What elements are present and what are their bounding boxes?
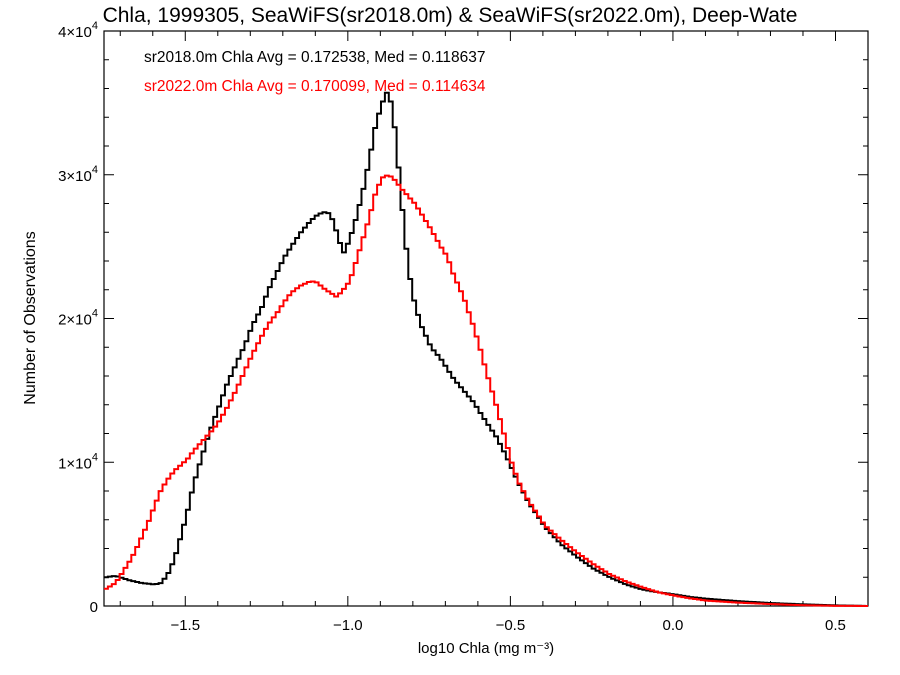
y-axis-label: Number of Observations — [22, 231, 39, 404]
y-tick-label: 2×104 — [58, 308, 98, 329]
y-tick-exponent: 4 — [92, 308, 98, 320]
x-tick-label: 0.5 — [825, 617, 846, 634]
x-tick-label: −1.5 — [170, 617, 200, 634]
x-tick-label: −1.0 — [333, 617, 363, 634]
y-tick-label: 4×104 — [58, 20, 98, 41]
y-tick-label: 0 — [90, 599, 98, 616]
y-tick-exponent: 4 — [92, 164, 98, 176]
chart-title: Chla, 1999305, SeaWiFS(sr2018.0m) & SeaW… — [103, 4, 798, 27]
y-tick-exponent: 4 — [92, 451, 98, 463]
y-axis: 0 1×104 2×104 3×104 4×104 — [58, 20, 868, 616]
stats-line-sr2018: sr2018.0m Chla Avg = 0.172538, Med = 0.1… — [144, 49, 486, 66]
stats-line-sr2022: sr2022.0m Chla Avg = 0.170099, Med = 0.1… — [144, 78, 486, 95]
x-tick-label: −0.5 — [496, 617, 526, 634]
y-tick-exponent: 4 — [92, 20, 98, 32]
plot-frame — [103, 30, 869, 607]
series-line-1 — [104, 174, 868, 607]
x-axis: −1.5 −1.0 −0.5 0.0 0.5 — [119, 31, 869, 634]
x-axis-label: log10 Chla (mg m⁻³) — [418, 640, 554, 657]
y-tick-label: 3×104 — [58, 164, 98, 185]
x-tick-label: 0.0 — [663, 617, 684, 634]
series-line-0 — [104, 91, 868, 607]
y-tick-label: 1×104 — [58, 451, 98, 472]
histogram-series — [104, 91, 868, 607]
